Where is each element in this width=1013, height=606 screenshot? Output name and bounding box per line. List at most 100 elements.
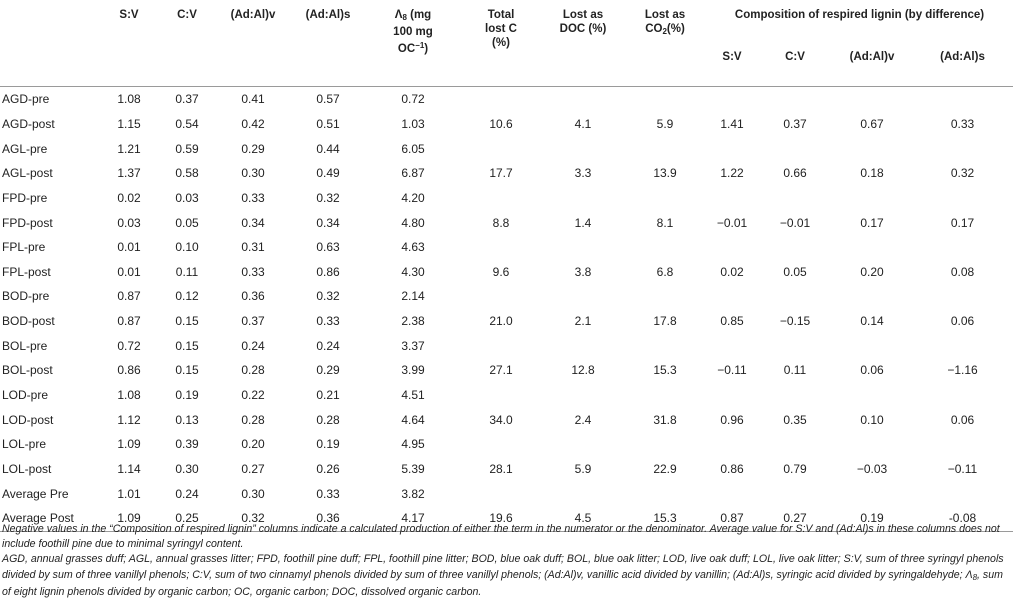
cell-doc: 2.1: [574, 314, 592, 329]
cell-co2: 15.3: [624, 505, 706, 532]
cell-cv: 0.11: [175, 264, 199, 279]
cell-radals: [912, 333, 1013, 358]
total-lost-c-line3: (%): [492, 37, 510, 49]
cell-radalv: [832, 481, 912, 506]
cell-radalv: 0.18: [860, 166, 884, 181]
header-adalv: (Ad:Al)v: [216, 0, 290, 87]
cell-co2: 31.8: [653, 412, 677, 427]
cell-sample: FPD-pre: [2, 190, 48, 205]
cell-doc: [542, 87, 624, 112]
cell-rcv: 0.79: [783, 461, 807, 476]
header-respired-adals: (Ad:Al)s: [912, 38, 1013, 87]
cell-radalv: [832, 186, 912, 211]
cell-sample: FPL-post: [2, 264, 51, 279]
header-respired-cv: C:V: [758, 38, 832, 87]
cell-doc: [542, 481, 624, 506]
cell-adalv: 0.30: [241, 166, 265, 181]
header-lost-co2: Lost as CO2(%): [624, 0, 706, 87]
cell-adalv: 0.36: [241, 289, 265, 304]
header-lost-doc: Lost as DOC (%): [542, 0, 624, 87]
cell-sv: 1.09: [100, 505, 158, 532]
cell-adals: 0.34: [316, 215, 340, 230]
cell-cv: 0.03: [175, 190, 199, 205]
cell-rcv: −0.01: [779, 215, 811, 230]
cell-adalv: 0.28: [241, 363, 265, 378]
cell-cv: 0.10: [175, 240, 199, 255]
cell-cv: 0.24: [175, 486, 199, 501]
cell-rsv: −0.11: [717, 363, 747, 378]
cell-rcv: [758, 284, 832, 309]
cell-co2: 17.8: [653, 314, 677, 329]
cell-total: 9.6: [492, 264, 510, 279]
cell-cv: 0.30: [175, 461, 199, 476]
cell-total: [460, 136, 542, 161]
cell-doc: 4.1: [574, 116, 592, 131]
cell-sv: 0.03: [117, 215, 141, 230]
cell-total: 21.0: [489, 314, 513, 329]
cell-co2: 13.9: [653, 166, 677, 181]
cell-adalv: 0.27: [241, 461, 265, 476]
lambda-line3-close: ): [424, 43, 429, 55]
lignin-table: S:V C:V (Ad:Al)v (Ad:Al)s Λ8 (mg 100 mg …: [0, 0, 1013, 532]
header-total-lost-c: Total lost C (%): [460, 0, 542, 87]
table-row: AGL-post 1.37 0.58 0.30 0.49 6.87 17.7 3.3 13.9 1…: [0, 161, 1013, 186]
cell-sample: LOD-post: [2, 412, 54, 427]
cell-rsv: 0.87: [706, 505, 758, 532]
table-row: LOD-pre 1.08 0.19 0.22 0.21 4.51: [0, 383, 1013, 408]
table-row: BOD-post 0.87 0.15 0.37 0.33 2.38 21.0 2.1 17.8 0…: [0, 309, 1013, 334]
cell-sv: 1.21: [117, 141, 141, 156]
cell-total: [460, 333, 542, 358]
cell-cv: 0.59: [175, 141, 199, 156]
cell-adals: 0.36: [290, 505, 366, 532]
cell-radalv: 0.17: [860, 215, 884, 230]
cell-radals: 0.08: [950, 264, 975, 279]
cell-doc: 3.8: [574, 264, 592, 279]
cell-radals: 0.32: [950, 166, 975, 181]
cell-adalv: 0.24: [241, 338, 265, 353]
footnote-abbrev-text-end: , sum of eight lignin phenols divided by…: [2, 568, 1003, 598]
cell-radalv: [832, 136, 912, 161]
cell-sv: 0.02: [117, 190, 141, 205]
cell-adalv: 0.30: [241, 486, 265, 501]
cell-sv: 1.09: [117, 437, 141, 452]
cell-cv: 0.19: [175, 388, 199, 402]
cell-sample: BOD-pre: [2, 289, 50, 304]
cell-total: 28.1: [489, 461, 513, 476]
cell-radals: 0.06: [950, 412, 975, 427]
cell-adals: 0.21: [316, 388, 340, 402]
cell-sv: 1.12: [117, 412, 141, 427]
lambda-line1-rest: (mg: [406, 9, 432, 21]
cell-sample: BOD-post: [2, 314, 55, 329]
cell-lambda: 4.20: [401, 190, 425, 205]
cell-lambda: 4.80: [401, 215, 425, 230]
cell-sample: Average Post: [0, 505, 100, 532]
cell-sv: 0.01: [117, 240, 141, 255]
cell-adalv: 0.42: [241, 116, 265, 131]
cell-radals: 0.06: [950, 314, 975, 329]
cell-rcv: [758, 481, 832, 506]
cell-sv: 1.01: [117, 486, 141, 501]
cell-radalv: [832, 333, 912, 358]
cell-cv: 0.05: [175, 215, 199, 230]
cell-co2: [624, 432, 706, 457]
lambda-subscript: 8: [402, 13, 407, 22]
cell-total: [460, 87, 542, 112]
cell-radals: −0.11: [947, 461, 978, 476]
cell-co2: [624, 284, 706, 309]
cell-sample: BOL-pre: [2, 338, 48, 353]
cell-sv: 1.15: [117, 116, 141, 131]
cell-total: 34.0: [489, 412, 513, 427]
cell-cv: 0.25: [158, 505, 216, 532]
cell-lambda: 4.64: [401, 412, 425, 427]
cell-adals: 0.19: [316, 437, 340, 452]
cell-co2: [624, 186, 706, 211]
cell-radalv: [832, 235, 912, 260]
footnote-lambda-symbol: Λ: [965, 568, 973, 581]
cell-rsv: 0.96: [720, 412, 744, 427]
cell-rcv: 0.11: [783, 363, 807, 378]
cell-radals: [912, 383, 1013, 408]
cell-radals: [912, 186, 1013, 211]
cell-rsv: [706, 284, 758, 309]
cell-total: [460, 432, 542, 457]
cell-total: [460, 186, 542, 211]
